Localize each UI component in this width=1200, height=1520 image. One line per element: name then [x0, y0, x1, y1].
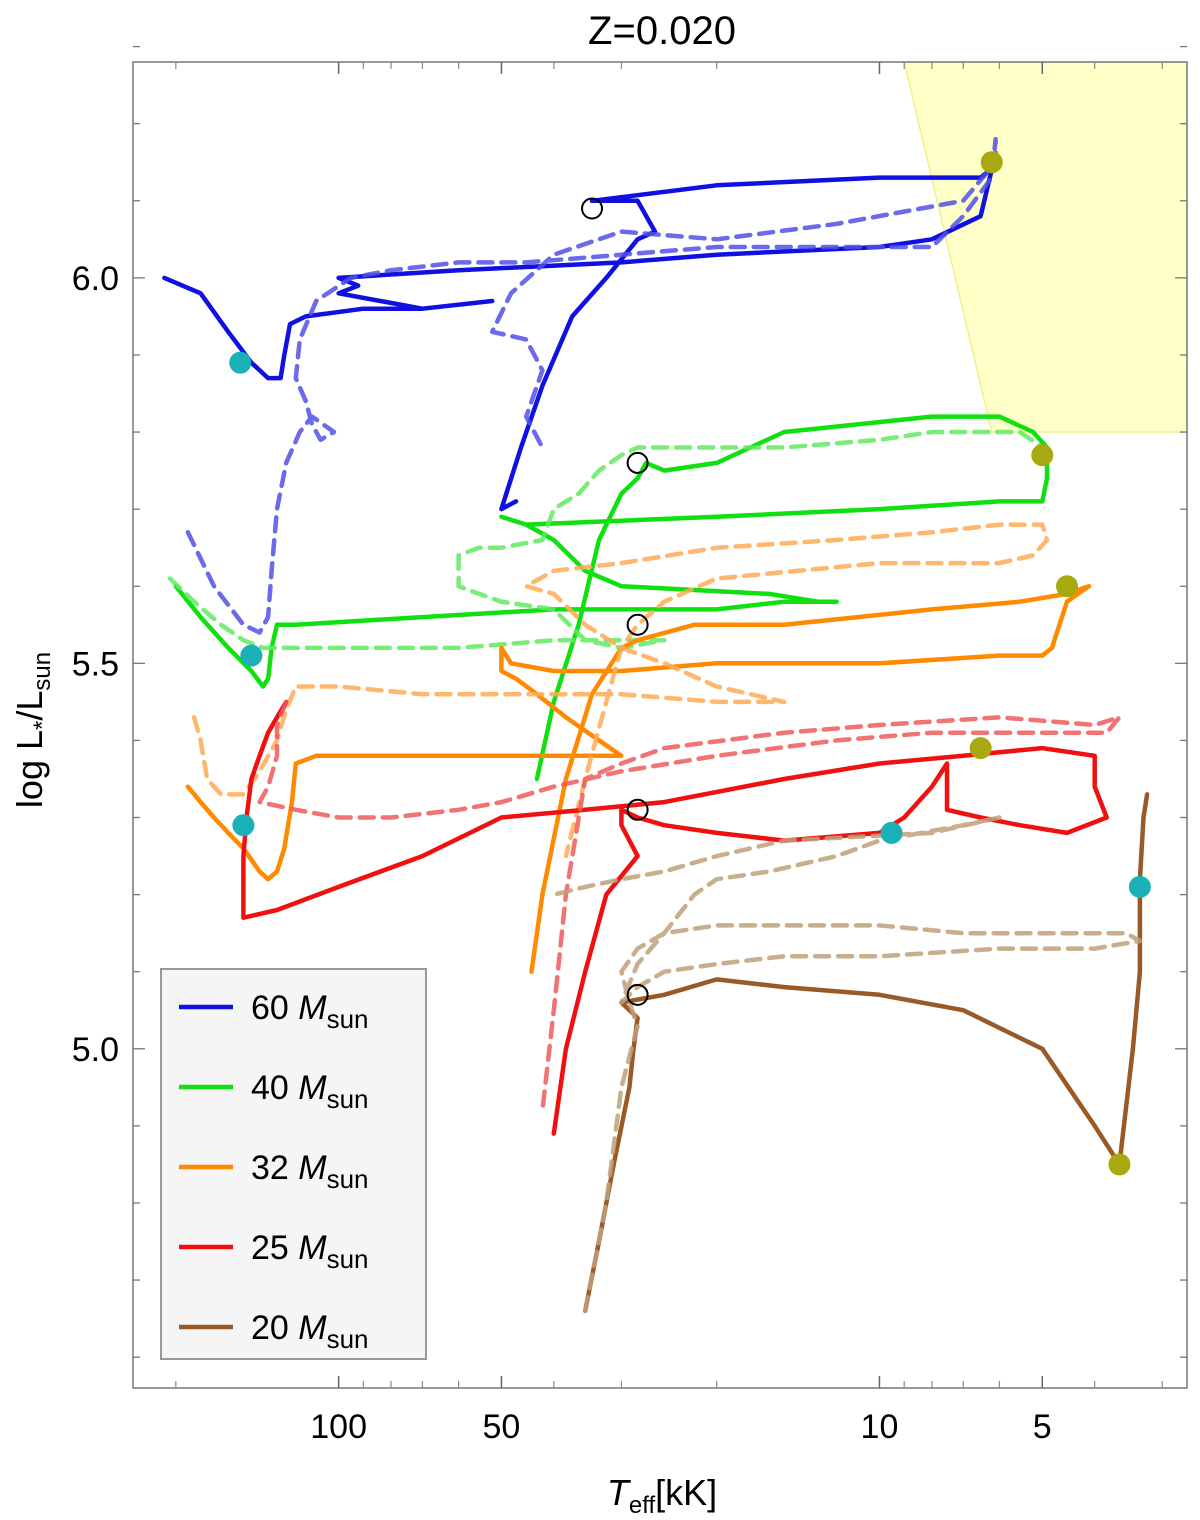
series-line-7	[257, 699, 1122, 1113]
axes	[132, 45, 1188, 1389]
y-tick-label: 5.5	[72, 645, 119, 683]
cyan-marker-1	[240, 644, 263, 667]
legend-label-4: 20 Msun	[251, 1309, 369, 1354]
legend-box	[160, 968, 427, 1360]
olive-marker-1	[1031, 444, 1054, 467]
legend-label-3: 25 Msun	[251, 1229, 369, 1274]
series-line-0	[162, 159, 1002, 512]
x-tick-label: 50	[483, 1408, 521, 1446]
yellow-shaded-region	[903, 62, 1187, 433]
x-tick-label: 10	[861, 1408, 899, 1446]
open-circle-marker-0	[581, 197, 604, 220]
legend: 60 Msun 40 Msun 32 Msun 25 Msun 20 Msun	[160, 968, 427, 1360]
marker-layer	[229, 151, 1151, 1176]
series-line-5	[191, 522, 1050, 859]
y-tick-label: 6.0	[72, 260, 119, 298]
olive-marker-4	[1108, 1153, 1131, 1176]
olive-marker-3	[969, 737, 992, 760]
series-line-4	[185, 583, 1092, 974]
series-line-8	[582, 792, 1150, 1314]
olive-marker-2	[1056, 575, 1079, 598]
open-circle-marker-4	[626, 983, 649, 1006]
series-layer	[162, 136, 1150, 1314]
x-tick-label: 5	[1033, 1408, 1052, 1446]
series-line-3	[167, 429, 1045, 651]
series-line-1	[185, 136, 998, 635]
legend-label-1: 40 Msun	[251, 1069, 369, 1114]
cyan-marker-0	[229, 351, 252, 374]
series-line-9	[551, 815, 1143, 1314]
x-axis-label: Teff[kK]	[607, 1472, 717, 1519]
x-tick-label: 100	[310, 1408, 367, 1446]
open-circle-marker-2	[626, 613, 649, 636]
cyan-marker-3	[880, 821, 903, 844]
cyan-marker-2	[232, 814, 255, 837]
y-tick-label: 5.0	[72, 1031, 119, 1069]
series-line-2	[173, 414, 1050, 782]
series-line-6	[241, 699, 1109, 1136]
plot-frame	[132, 61, 1188, 1389]
legend-label-0: 60 Msun	[251, 989, 369, 1034]
y-axis-label: log L*/Lsun	[9, 652, 56, 808]
open-circle-marker-3	[626, 798, 649, 821]
chart-title: Z=0.020	[588, 9, 736, 53]
cyan-marker-4	[1128, 875, 1151, 898]
olive-marker-0	[980, 151, 1003, 174]
shaded-region	[903, 62, 1187, 433]
legend-label-2: 32 Msun	[251, 1149, 369, 1194]
open-circle-marker-1	[626, 451, 649, 474]
tick-labels: 100 50 10 5 5.0 5.5 6.0	[72, 260, 1052, 1446]
